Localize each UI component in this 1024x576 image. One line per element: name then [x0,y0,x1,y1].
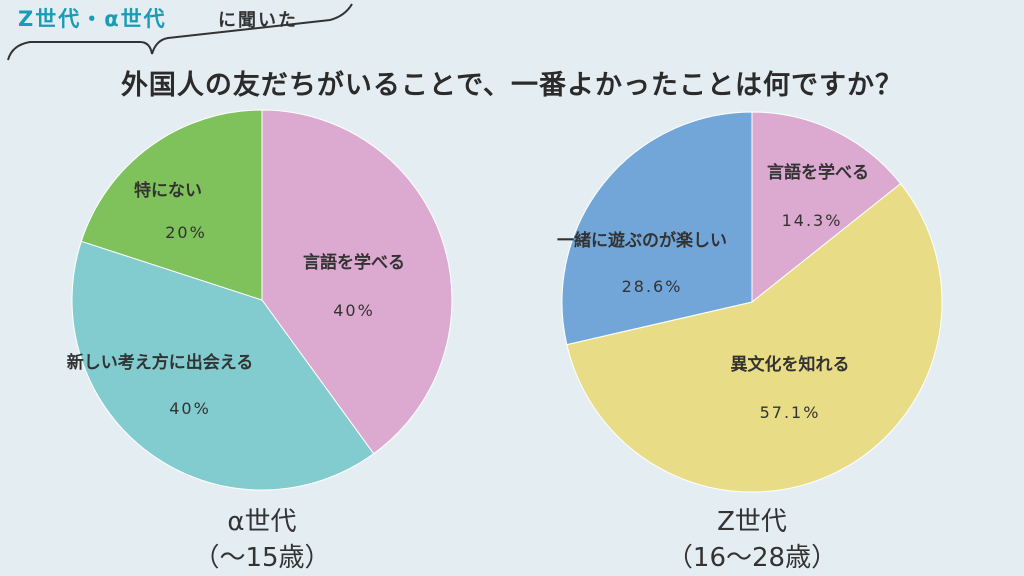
slice-label-z-language: 言語を学べる [767,162,869,183]
pie-slice-alpha-nothing [80,109,263,301]
chart-subcaption-alpha: （～15歳） [193,543,330,573]
tag-bracket-line [7,3,353,61]
pie-z-labels: 言語を学べる 14.3% 異文化を知れる 57.1% 一緒に遊ぶのが楽しい 28… [557,162,869,422]
pie-slice-z-culture [566,182,943,493]
slice-label-z-fun: 一緒に遊ぶのが楽しい [557,230,727,251]
pie-slice-z-fun [561,111,753,346]
pie-chart-z: 言語を学べる 14.3% 異文化を知れる 57.1% 一緒に遊ぶのが楽しい 28… [557,111,943,573]
slice-label-z-culture: 異文化を知れる [731,354,850,375]
header-tag: Z世代・α世代 に聞いた [7,3,353,61]
chart-caption-alpha: α世代 [227,507,296,537]
chart-subcaption-z: （16～28歳） [667,543,837,573]
pie-slice-z-language [751,111,902,304]
slice-label-alpha-language: 言語を学べる [303,252,405,273]
slice-pct-z-language: 14.3% [782,211,843,230]
page-title: 外国人の友だちがいることで、一番よかったことは何ですか？ [121,69,903,101]
pie-alpha-labels: 言語を学べる 40% 新しい考え方に出会える 40% 特にない 20% [67,180,405,418]
slice-label-alpha-nothing: 特にない [134,180,202,201]
slice-pct-alpha-language: 40% [333,301,375,320]
pie-slice-alpha-language [261,109,453,455]
slice-pct-z-culture: 57.1% [760,403,821,422]
chart-caption-z: Z世代 [717,507,787,537]
pie-slice-alpha-new-ideas [71,240,375,491]
slice-pct-alpha-nothing: 20% [165,223,207,242]
slice-pct-z-fun: 28.6% [622,277,683,296]
slice-pct-alpha-new-ideas: 40% [169,399,211,418]
tag-rest: に聞いた [218,10,298,31]
tag-highlight: Z世代・α世代 [18,7,167,31]
slice-label-alpha-new-ideas: 新しい考え方に出会える [67,352,254,373]
pie-chart-alpha: 言語を学べる 40% 新しい考え方に出会える 40% 特にない 20% α世代 … [67,109,453,573]
